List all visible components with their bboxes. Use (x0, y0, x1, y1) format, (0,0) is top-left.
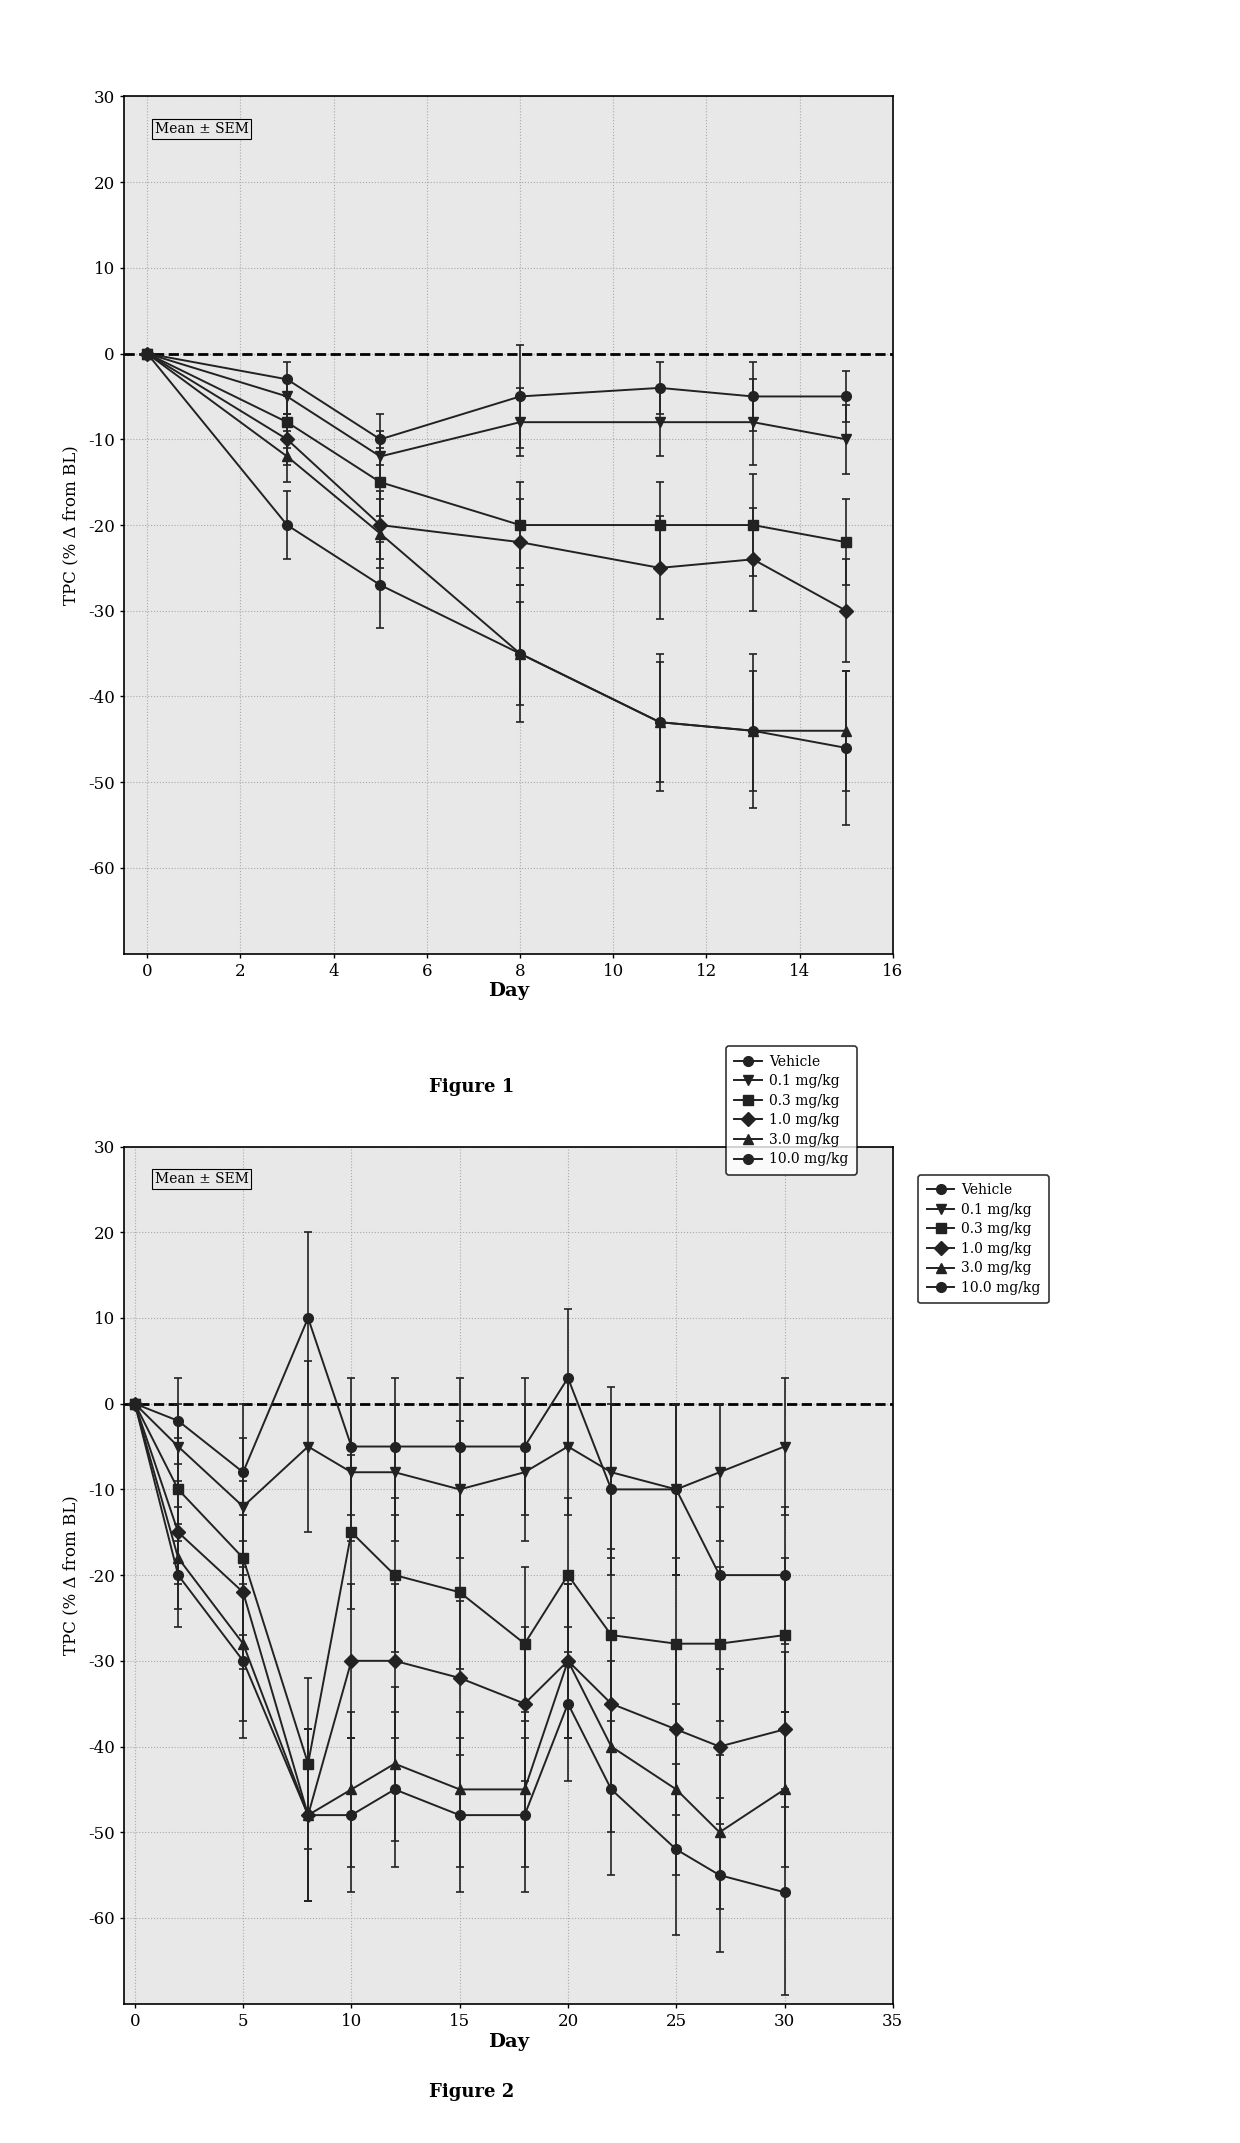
X-axis label: Day: Day (487, 2032, 529, 2051)
Text: Figure 1: Figure 1 (429, 1078, 513, 1095)
Legend: Vehicle, 0.1 mg/kg, 0.3 mg/kg, 1.0 mg/kg, 3.0 mg/kg, 10.0 mg/kg: Vehicle, 0.1 mg/kg, 0.3 mg/kg, 1.0 mg/kg… (727, 1046, 857, 1174)
Legend: Vehicle, 0.1 mg/kg, 0.3 mg/kg, 1.0 mg/kg, 3.0 mg/kg, 10.0 mg/kg: Vehicle, 0.1 mg/kg, 0.3 mg/kg, 1.0 mg/kg… (919, 1174, 1049, 1303)
Text: Mean ± SEM: Mean ± SEM (155, 1172, 249, 1187)
Text: BL: BL (136, 1811, 157, 1826)
X-axis label: Day: Day (487, 981, 529, 1001)
Y-axis label: TPC (% Δ from BL): TPC (% Δ from BL) (63, 446, 79, 604)
Text: Figure 2: Figure 2 (429, 2083, 513, 2100)
Y-axis label: TPC (% Δ from BL): TPC (% Δ from BL) (63, 1496, 79, 1654)
Text: Mean ± SEM: Mean ± SEM (155, 122, 249, 137)
